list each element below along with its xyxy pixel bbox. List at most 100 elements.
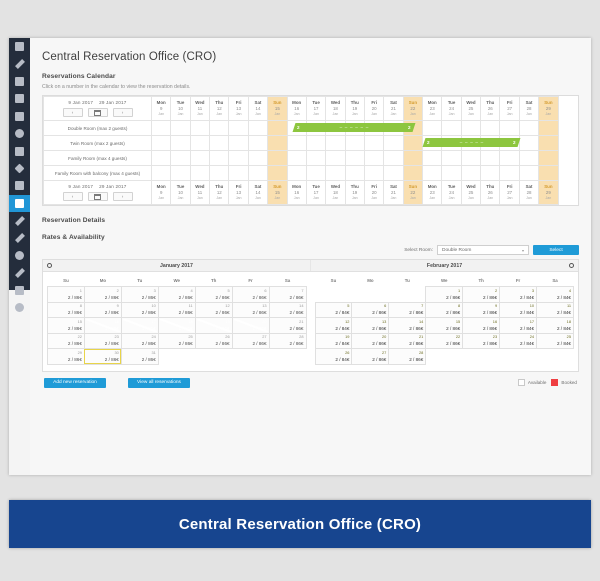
rates-day-cell[interactable]: 22 2 / 86€: [425, 332, 464, 349]
availability-slot[interactable]: [189, 120, 211, 136]
availability-slot[interactable]: [383, 165, 404, 181]
availability-slot[interactable]: [247, 150, 269, 166]
availability-slot[interactable]: [383, 135, 404, 151]
sidebar-grid-icon[interactable]: [9, 281, 30, 298]
sidebar-briefcase-icon[interactable]: [9, 177, 30, 194]
rates-day-cell[interactable]: 19 1 / 86€: [194, 317, 233, 334]
rates-day-cell[interactable]: 29 2 / 86€: [47, 348, 85, 365]
availability-slot[interactable]: [150, 135, 172, 151]
rates-day-cell[interactable]: 13 2 / 86€: [351, 317, 390, 334]
gear-icon-january[interactable]: [47, 263, 52, 268]
rates-day-cell[interactable]: 17 2 / 84€: [499, 317, 538, 334]
rates-day-cell[interactable]: 18 1 / 86€: [157, 317, 196, 334]
view-all-reservations-button[interactable]: View all reservations: [128, 377, 190, 388]
sidebar-help-icon[interactable]: [9, 299, 30, 316]
availability-slot[interactable]: [402, 135, 424, 151]
rates-day-cell[interactable]: 30 2 / 86€: [83, 348, 122, 365]
rates-day-cell[interactable]: 12 2 / 84€: [314, 317, 353, 334]
gear-icon-february[interactable]: [569, 263, 574, 268]
sidebar-tag-icon[interactable]: [9, 160, 30, 177]
availability-slot[interactable]: [383, 150, 404, 166]
availability-slot[interactable]: [480, 150, 501, 166]
availability-slot[interactable]: [538, 135, 559, 151]
availability-slot[interactable]: [209, 120, 230, 136]
availability-slot[interactable]: [209, 135, 230, 151]
rates-day-cell[interactable]: 8 2 / 86€: [425, 301, 464, 318]
sidebar-home-icon[interactable]: [9, 38, 30, 55]
rates-day-cell[interactable]: 17 1 / 86€: [120, 317, 159, 334]
availability-slot[interactable]: [267, 165, 288, 181]
prev-week-button-bottom[interactable]: ‹: [62, 192, 83, 201]
next-week-button-top[interactable]: ›: [112, 108, 133, 117]
calendar-picker-button-top[interactable]: [87, 108, 108, 117]
rates-day-cell[interactable]: 22 2 / 86€: [47, 332, 85, 349]
rates-day-cell[interactable]: 27 2 / 86€: [351, 348, 390, 365]
rates-day-cell[interactable]: 12 2 / 86€: [194, 301, 233, 318]
rates-day-cell[interactable]: 8 2 / 86€: [47, 301, 85, 318]
availability-slot[interactable]: [363, 165, 385, 181]
rates-day-cell[interactable]: 10 2 / 84€: [499, 301, 538, 318]
rates-day-cell[interactable]: 24 2 / 84€: [499, 332, 538, 349]
availability-slot[interactable]: [344, 135, 365, 151]
availability-slot[interactable]: [228, 135, 249, 151]
availability-slot[interactable]: [518, 135, 540, 151]
sidebar-report-icon[interactable]: [9, 142, 30, 159]
sidebar-tools-icon[interactable]: [9, 264, 30, 281]
availability-slot[interactable]: [538, 165, 559, 181]
sidebar-settings-gear-icon[interactable]: [9, 125, 30, 142]
rates-day-cell[interactable]: 25 2 / 86€: [157, 332, 196, 349]
rates-day-cell[interactable]: 19 2 / 84€: [314, 332, 353, 349]
rates-day-cell[interactable]: 21 2 / 86€: [388, 332, 427, 349]
availability-slot[interactable]: [325, 165, 346, 181]
availability-slot[interactable]: [480, 165, 501, 181]
availability-slot[interactable]: [441, 165, 462, 181]
rates-day-cell[interactable]: 21 2 / 86€: [268, 317, 307, 334]
availability-slot[interactable]: [247, 120, 269, 136]
rates-day-cell[interactable]: 23 2 / 86€: [83, 332, 122, 349]
availability-slot[interactable]: [499, 165, 520, 181]
sidebar-wrench-icon[interactable]: [9, 55, 30, 72]
availability-slot[interactable]: [170, 135, 191, 151]
select-room-dropdown[interactable]: Double Room ▾: [437, 245, 529, 255]
availability-slot[interactable]: [518, 120, 540, 136]
availability-slot[interactable]: [518, 150, 540, 166]
rates-day-cell[interactable]: 9 2 / 86€: [462, 301, 501, 318]
sidebar-brush-icon[interactable]: [9, 229, 30, 246]
availability-slot[interactable]: [325, 135, 346, 151]
rates-day-cell[interactable]: 16 2 / 86€: [462, 317, 501, 334]
sidebar-calendar-icon[interactable]: [9, 194, 30, 212]
availability-slot[interactable]: [460, 120, 482, 136]
availability-slot[interactable]: [170, 165, 191, 181]
availability-slot[interactable]: [286, 165, 307, 181]
rates-day-cell[interactable]: 9 2 / 86€: [83, 301, 122, 318]
sidebar-pencil-icon[interactable]: [9, 212, 30, 229]
availability-slot[interactable]: [228, 150, 249, 166]
availability-slot[interactable]: [228, 120, 249, 136]
next-week-button-bottom[interactable]: ›: [112, 192, 133, 201]
select-button[interactable]: Select: [533, 245, 579, 255]
rates-day-cell[interactable]: 25 2 / 84€: [536, 332, 574, 349]
availability-slot[interactable]: [170, 150, 191, 166]
sidebar-monitor-icon[interactable]: [9, 108, 30, 125]
availability-slot[interactable]: [209, 165, 230, 181]
availability-slot[interactable]: [499, 150, 520, 166]
availability-slot[interactable]: [189, 165, 211, 181]
availability-slot[interactable]: [422, 150, 443, 166]
availability-slot[interactable]: [363, 150, 385, 166]
rates-day-cell[interactable]: 10 2 / 86€: [120, 301, 159, 318]
rates-day-cell[interactable]: 11 2 / 86€: [157, 301, 196, 318]
calendar-picker-button-bottom[interactable]: [87, 192, 108, 201]
rates-day-cell[interactable]: 23 2 / 86€: [462, 332, 501, 349]
rates-day-cell[interactable]: 28 2 / 86€: [268, 332, 307, 349]
availability-slot[interactable]: [518, 165, 540, 181]
availability-slot[interactable]: [150, 150, 172, 166]
rates-day-cell[interactable]: 26 2 / 84€: [314, 348, 353, 365]
